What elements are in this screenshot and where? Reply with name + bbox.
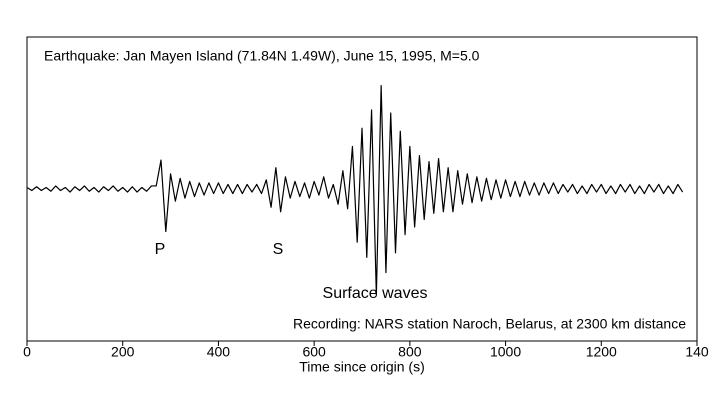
- x-tick-label: 600: [302, 344, 326, 360]
- annotation: Surface waves: [323, 285, 428, 302]
- plot-frame: [26, 36, 698, 342]
- x-tick-label: 1000: [490, 344, 521, 360]
- seismogram-trace: [26, 85, 684, 296]
- x-tick-label: 800: [398, 344, 422, 360]
- annotation: S: [273, 241, 284, 258]
- x-tick-label: 200: [111, 344, 135, 360]
- x-tick-label: 400: [207, 344, 231, 360]
- x-tick-label: 140: [685, 344, 709, 360]
- annotation: Recording: NARS station Naroch, Belarus,…: [293, 316, 686, 332]
- annotation: P: [155, 241, 166, 258]
- x-tick-label: 0: [23, 344, 31, 360]
- chart-title: Earthquake: Jan Mayen Island (71.84N 1.4…: [44, 48, 480, 64]
- x-tick-label: 1200: [586, 344, 617, 360]
- x-axis-label: Time since origin (s): [299, 359, 425, 375]
